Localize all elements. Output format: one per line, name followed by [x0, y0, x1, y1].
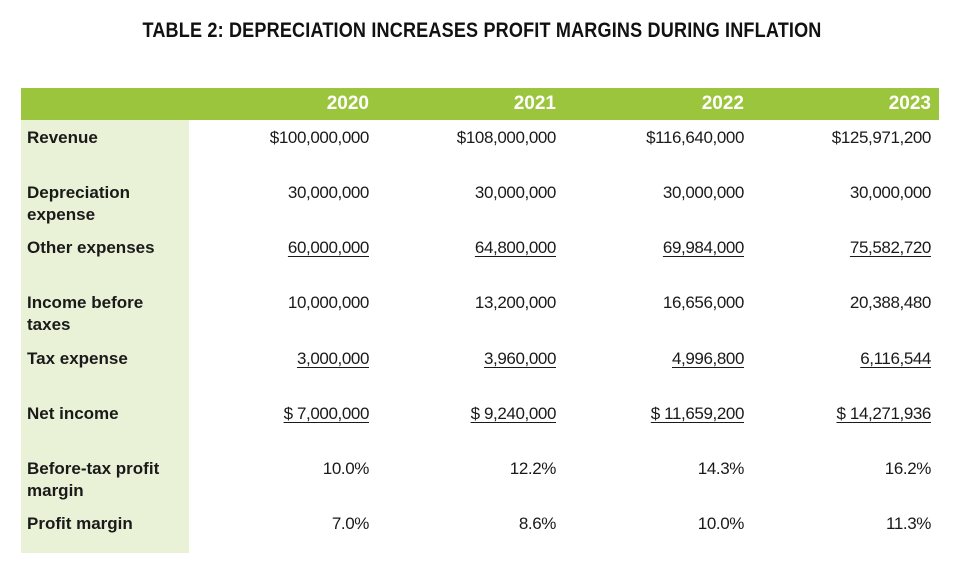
table-cell: $108,000,000 [380, 127, 557, 149]
cell-value: $100,000,000 [269, 128, 370, 147]
table-cell: 10,000,000 [190, 292, 369, 314]
table-cell: 30,000,000 [190, 182, 369, 204]
table-cell: $ 11,659,200 [566, 403, 745, 425]
cell-value: $108,000,000 [456, 128, 557, 147]
cell-value: 60,000,000 [287, 238, 369, 257]
table-cell: 64,800,000 [380, 237, 556, 259]
table-cell: 69,984,000 [566, 237, 744, 259]
table-cell: 13,200,000 [380, 292, 556, 314]
table-cell: 16.2% [754, 458, 932, 480]
row-label-tax-expense: Tax expense [27, 349, 128, 368]
cell-value: 12.2% [509, 459, 557, 478]
cell-value: 30,000,000 [662, 183, 744, 202]
row-label-profit-margin: Profit margin [27, 514, 133, 533]
table-cell: $100,000,000 [190, 127, 370, 149]
table-cell: 30,000,000 [754, 182, 931, 204]
table-cell: 11.3% [754, 513, 931, 535]
table-cell: $116,640,000 [566, 127, 744, 149]
row-label-depreciation-expense: Depreciation expense [27, 183, 130, 224]
cell-value: $ 11,659,200 [650, 404, 745, 423]
row-label-before-tax-profit-margin: Before-tax profit margin [27, 459, 160, 500]
table-cell: 4,996,800 [566, 348, 744, 370]
table-cell: 3,960,000 [380, 348, 556, 370]
cell-value: 30,000,000 [849, 183, 931, 202]
table-cell: 16,656,000 [566, 292, 744, 314]
cell-value: 69,984,000 [662, 238, 744, 257]
cell-value: 10.0% [322, 459, 370, 478]
column-header-2021: 2021 [513, 93, 556, 114]
cell-value: 10.0% [697, 514, 745, 533]
cell-value: 14.3% [697, 459, 745, 478]
column-header-2020: 2020 [326, 93, 369, 114]
row-label-net-income: Net income [27, 404, 119, 423]
table-cell: 6,116,544 [754, 348, 931, 370]
table-cell: 30,000,000 [566, 182, 744, 204]
table-cell: 14.3% [566, 458, 745, 480]
cell-value: 20,388,480 [849, 293, 931, 312]
cell-value: $125,971,200 [831, 128, 932, 147]
table-cell: 12.2% [380, 458, 557, 480]
table-cell: $ 14,271,936 [754, 403, 932, 425]
cell-value: 64,800,000 [474, 238, 556, 257]
cell-value: 30,000,000 [287, 183, 369, 202]
table-cell: 7.0% [190, 513, 370, 535]
cell-value: 6,116,544 [860, 349, 931, 368]
cell-value: $ 7,000,000 [283, 404, 370, 423]
table-title: TABLE 2: DEPRECIATION INCREASES PROFIT M… [142, 19, 822, 42]
cell-value: 30,000,000 [474, 183, 556, 202]
row-label-revenue: Revenue [27, 128, 98, 147]
cell-value: 11.3% [886, 514, 931, 533]
table-header-bar [21, 88, 939, 120]
cell-value: 13,200,000 [474, 293, 556, 312]
row-label-column [21, 120, 189, 553]
cell-value: 8.6% [518, 514, 557, 533]
cell-value: 16.2% [884, 459, 932, 478]
table-cell: 60,000,000 [190, 237, 369, 259]
row-label-other-expenses: Other expenses [27, 238, 155, 257]
cell-value: $ 14,271,936 [836, 404, 932, 423]
table-cell: 8.6% [380, 513, 557, 535]
cell-value: 3,960,000 [483, 349, 556, 368]
table-cell: 3,000,000 [190, 348, 369, 370]
cell-value: 16,656,000 [662, 293, 744, 312]
table-cell: 20,388,480 [754, 292, 931, 314]
table-cell: $ 7,000,000 [190, 403, 370, 425]
column-header-2022: 2022 [701, 93, 744, 114]
cell-value: 10,000,000 [287, 293, 369, 312]
table-cell: $125,971,200 [754, 127, 932, 149]
cell-value: 7.0% [331, 514, 370, 533]
table-cell: 10.0% [566, 513, 745, 535]
row-label-income-before-taxes: Income before taxes [27, 293, 144, 334]
table-cell: 30,000,000 [380, 182, 556, 204]
column-header-2023: 2023 [888, 93, 931, 114]
cell-value: $116,640,000 [646, 128, 744, 147]
table-cell: 75,582,720 [754, 237, 931, 259]
table-cell: 10.0% [190, 458, 370, 480]
cell-value: 75,582,720 [849, 238, 931, 257]
cell-value: $ 9,240,000 [470, 404, 557, 423]
cell-value: 3,000,000 [296, 349, 369, 368]
cell-value: 4,996,800 [671, 349, 744, 368]
table-cell: $ 9,240,000 [380, 403, 557, 425]
